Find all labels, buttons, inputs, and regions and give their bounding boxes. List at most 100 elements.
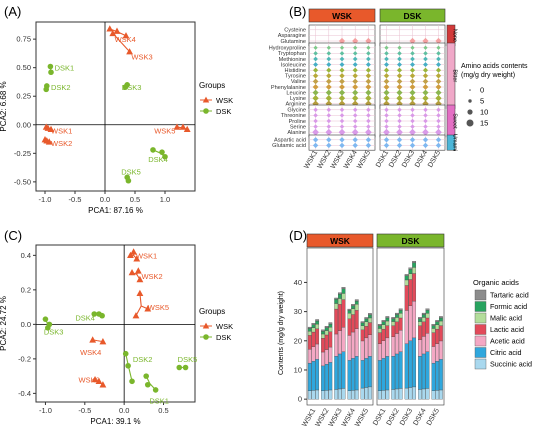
heatmap-marker (312, 128, 319, 136)
facet-strip-dsk (376, 233, 445, 248)
bar-segment (351, 358, 355, 391)
y-tick-label: -0.25 (14, 149, 31, 158)
bar-segment (311, 361, 316, 391)
pca-panel-c: -1.0 -0.5 0.0 0.5 -0.4 -0.2 0.0 0.2 0.4 PCA1: 39.… (0, 244, 233, 426)
bar-segment (360, 325, 365, 331)
y-tick-label: 0.2 (21, 285, 31, 294)
point-label-dsk1: DSK1 (55, 64, 75, 73)
bar-segment (381, 358, 386, 391)
point-label-wsk1: WSK1 (51, 126, 72, 135)
heatmap-marker (326, 107, 332, 113)
heatmap-marker (365, 84, 372, 90)
heatmap-marker (383, 142, 390, 149)
x-tick-label: 1.0 (160, 195, 170, 204)
stacked-bar-panel: WSKWSK1WSK2WSK3WSK4WSK5DSKDSK1DSK2DSK3DS… (278, 233, 532, 428)
heatmap-marker (409, 73, 416, 79)
y-tick-label: -0.50 (14, 177, 31, 186)
bar-segment (412, 267, 417, 274)
heatmap-marker (313, 67, 319, 73)
row-label: Alanine (287, 130, 306, 136)
y-tick-label: 40 (294, 278, 302, 287)
bar-segment (347, 308, 352, 311)
heatmap-marker (435, 67, 442, 73)
row-label: Cysteine (284, 28, 306, 34)
bar-segment (334, 299, 339, 304)
bar-segment (360, 321, 365, 324)
heatmap-marker (365, 67, 371, 73)
heatmap-marker (396, 128, 403, 136)
bar-segment (421, 317, 426, 322)
bar-segment (418, 325, 422, 340)
bar-segment (404, 274, 409, 276)
wsk-point (133, 255, 141, 262)
x-tick-label: 0.5 (130, 195, 140, 204)
sample-label: WSK5 (356, 149, 372, 170)
heatmap-marker (409, 128, 416, 136)
row-label: Threonine (281, 113, 306, 119)
heatmap-marker (435, 89, 442, 96)
bar-segment (368, 356, 372, 388)
heatmap-marker (326, 118, 332, 124)
bar-segment (341, 327, 346, 352)
bar-segment (328, 362, 333, 391)
wsk-point (45, 138, 53, 145)
bar-segment (321, 331, 325, 335)
y-tick-label: 30 (294, 307, 302, 316)
point-label-dsk4: DSK4 (148, 155, 168, 164)
bar-segment (315, 389, 320, 400)
heatmap-marker (365, 78, 372, 85)
bar-segment (368, 334, 372, 357)
heatmap-marker (409, 142, 416, 149)
heatmap-marker (409, 67, 416, 73)
bar-segment (347, 313, 352, 319)
bar-segment (412, 261, 417, 263)
bar-segment (439, 389, 443, 400)
bar-segment (338, 293, 342, 299)
bar-segment (354, 328, 359, 357)
bar-segment (431, 346, 436, 364)
heatmap-marker (339, 84, 345, 90)
wsk-point (99, 381, 107, 388)
bar-segment (391, 336, 396, 357)
heatmap-marker (326, 124, 332, 129)
bar-segment (431, 324, 436, 326)
bar-segment (395, 317, 399, 322)
panel-label-a: (A) (4, 4, 21, 19)
row-label: Aspartic acid (274, 138, 306, 144)
legend-wsk-icon (202, 322, 210, 329)
legend-item: Succinic acid (490, 360, 532, 369)
bar-segment (338, 330, 342, 355)
bar-segment (435, 328, 440, 344)
legend-swatch (474, 347, 487, 358)
bar-segment (412, 386, 417, 400)
bar-segment (307, 328, 312, 332)
row-group-strip (446, 134, 456, 151)
bar-segment (364, 326, 369, 339)
heatmap-marker (409, 89, 416, 96)
bar-segment (391, 317, 396, 319)
bar-segment (404, 279, 409, 286)
legend-swatch (474, 358, 487, 370)
bar-segment (425, 308, 430, 311)
row-label: Leucine (286, 90, 306, 96)
bar-segment (391, 389, 396, 400)
bar-segment (338, 304, 342, 331)
wsk-point (173, 123, 181, 130)
dsk-point (122, 350, 129, 357)
bar-segment (311, 324, 316, 328)
point-label-dsk5: DSK5 (121, 168, 141, 177)
heatmap-marker (326, 73, 332, 79)
heatmap-marker (312, 73, 319, 79)
heatmap-marker (352, 67, 358, 73)
bar-segment (418, 389, 422, 400)
bar-segment (421, 336, 426, 355)
bar-segment (364, 358, 369, 388)
legend-swatch (474, 289, 487, 301)
bar-segment (385, 356, 390, 391)
wsk-point (183, 125, 191, 133)
bar-segment (439, 325, 443, 342)
row-label: Phenylalanine (271, 85, 306, 91)
bar-segment (398, 310, 403, 314)
